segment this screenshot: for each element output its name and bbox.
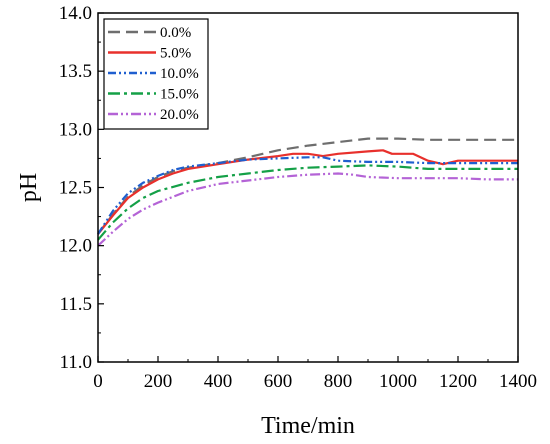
x-axis-title: Time/min [261,413,355,439]
series-lines [97,137,518,247]
x-tick-label-0: 0 [93,371,103,392]
y-tick-label-4: 13.0 [59,119,92,140]
legend-label-1: 5.0% [160,46,191,62]
y-tick-label-2: 12.0 [59,236,92,257]
legend-label-4: 20.0% [160,107,199,123]
x-tick-label-1: 200 [144,371,173,392]
legend-label-0: 0.0% [160,25,191,41]
legend: 0.0% 5.0% 10.0% 15.0% 20.0% [103,18,209,130]
axis-ticks: 0 200 400 600 800 1000 1200 1400 11.0 11.5 12.0 12.… [59,3,537,392]
x-tick-label-4: 800 [324,371,353,392]
plot-frame [97,12,519,363]
x-tick-label-5: 1000 [379,371,417,392]
series-line-1 [97,149,518,235]
series-line-0 [97,137,518,235]
y-tick-label-1: 11.5 [59,294,92,315]
series-line-2 [97,156,518,235]
x-tick-label-6: 1200 [439,371,477,392]
x-tick-label-3: 600 [264,371,293,392]
y-tick-label-0: 11.0 [59,352,92,373]
legend-label-3: 15.0% [160,87,199,103]
y-axis-title: pH [16,173,42,202]
legend-box [103,18,209,130]
y-tick-label-6: 14.0 [59,3,92,24]
legend-label-2: 10.0% [160,66,199,82]
y-tick-label-5: 13.5 [59,61,92,82]
x-tick-label-2: 400 [204,371,233,392]
x-tick-label-7: 1400 [499,371,537,392]
series-line-3 [97,164,518,241]
series-line-4 [97,172,518,247]
y-tick-label-3: 12.5 [59,178,92,199]
